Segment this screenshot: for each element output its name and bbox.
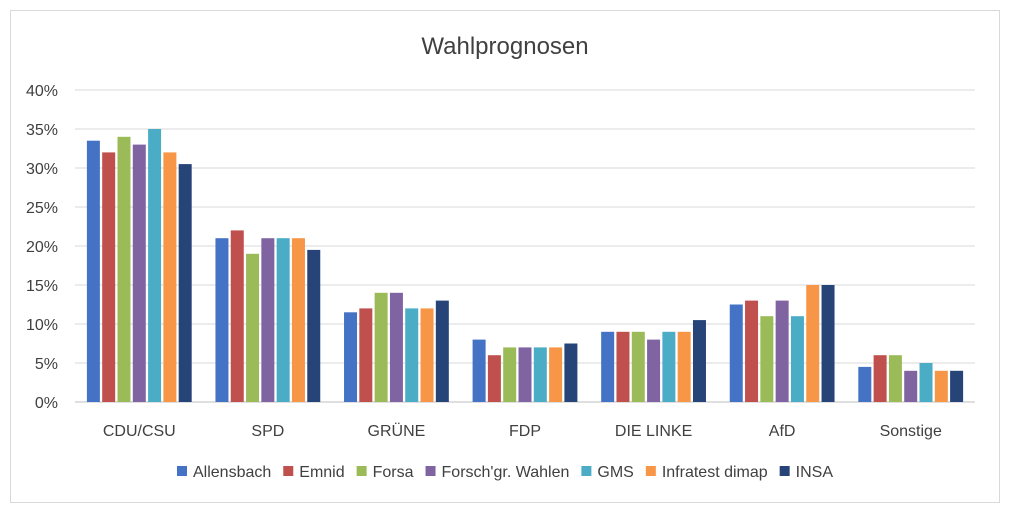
legend-label: Allensbach bbox=[193, 464, 271, 481]
y-axis-ticks: 0% 5% 10% 15% 20% 25% 30% 35% 40% bbox=[26, 83, 58, 412]
x-tick-label: AfD bbox=[769, 423, 796, 440]
x-axis-ticks: CDU/CSU SPD GRÜNE FDP DIE LINKE AfD Sonstige bbox=[103, 422, 942, 440]
bar bbox=[616, 331, 630, 402]
bar bbox=[760, 316, 774, 402]
legend-label: INSA bbox=[796, 464, 834, 481]
bar bbox=[291, 238, 305, 402]
y-tick-label: 15% bbox=[26, 278, 58, 295]
x-tick-label: GRÜNE bbox=[368, 422, 426, 440]
bar bbox=[344, 312, 358, 402]
bar bbox=[873, 355, 887, 402]
bar bbox=[405, 308, 419, 402]
bar bbox=[888, 355, 902, 402]
bar bbox=[729, 304, 743, 402]
legend-label: Emnid bbox=[299, 464, 344, 481]
legend-label: GMS bbox=[597, 464, 633, 481]
bar bbox=[904, 370, 918, 402]
bars bbox=[86, 129, 964, 403]
bar bbox=[950, 370, 964, 402]
x-tick-label: Sonstige bbox=[880, 423, 942, 440]
bar bbox=[745, 300, 759, 402]
legend-label: Infratest dimap bbox=[662, 464, 768, 481]
bar bbox=[806, 285, 820, 402]
bar bbox=[692, 320, 706, 402]
bar bbox=[775, 300, 789, 402]
bar bbox=[472, 339, 486, 402]
legend-swatch bbox=[425, 466, 436, 476]
bar bbox=[487, 355, 501, 402]
legend: Allensbach Emnid Forsa Forsch'gr. Wahlen GMS… bbox=[176, 464, 834, 481]
x-tick-label: CDU/CSU bbox=[103, 423, 176, 440]
bar bbox=[549, 347, 563, 402]
x-tick-label: FDP bbox=[509, 423, 541, 440]
bar bbox=[374, 292, 388, 402]
bar bbox=[359, 308, 373, 402]
y-tick-label: 30% bbox=[26, 161, 58, 178]
bar bbox=[518, 347, 532, 402]
bar bbox=[261, 238, 275, 402]
bar bbox=[420, 308, 434, 402]
bar bbox=[163, 152, 177, 402]
x-tick-label: DIE LINKE bbox=[615, 423, 692, 440]
bar bbox=[389, 292, 403, 402]
legend-label: Forsa bbox=[373, 464, 414, 481]
bar bbox=[662, 331, 676, 402]
bar bbox=[858, 366, 872, 402]
legend-swatch bbox=[645, 466, 656, 476]
y-tick-label: 10% bbox=[26, 317, 58, 334]
bar bbox=[307, 249, 321, 402]
bar bbox=[132, 144, 146, 402]
bar bbox=[246, 253, 260, 402]
chart-title: Wahlprognosen bbox=[421, 33, 588, 60]
bar bbox=[647, 339, 661, 402]
bar bbox=[178, 164, 192, 402]
bar bbox=[86, 140, 100, 402]
bar bbox=[919, 363, 933, 402]
legend-swatch bbox=[581, 466, 592, 476]
bar bbox=[503, 347, 517, 402]
bar bbox=[276, 238, 290, 402]
bar bbox=[677, 331, 691, 402]
bar bbox=[790, 316, 804, 402]
legend-swatch bbox=[283, 466, 294, 476]
legend-swatch bbox=[356, 466, 367, 476]
y-tick-label: 5% bbox=[35, 356, 58, 373]
y-tick-label: 40% bbox=[26, 83, 58, 100]
x-tick-label: SPD bbox=[251, 423, 284, 440]
y-tick-label: 25% bbox=[26, 200, 58, 217]
bar bbox=[821, 285, 835, 402]
legend-label: Forsch'gr. Wahlen bbox=[442, 464, 570, 481]
y-tick-label: 0% bbox=[35, 395, 58, 412]
bar bbox=[230, 230, 244, 402]
bar bbox=[435, 300, 449, 402]
y-tick-label: 20% bbox=[26, 239, 58, 256]
bar bbox=[117, 136, 131, 403]
bar bbox=[533, 347, 547, 402]
bar bbox=[934, 370, 948, 402]
bar bbox=[631, 331, 645, 402]
legend-swatch bbox=[176, 466, 187, 476]
bar bbox=[215, 238, 229, 402]
bar bbox=[601, 331, 615, 402]
bar bbox=[148, 129, 162, 402]
bar bbox=[564, 343, 578, 402]
legend-swatch bbox=[779, 466, 790, 476]
y-tick-label: 35% bbox=[26, 122, 58, 139]
bar bbox=[102, 152, 116, 402]
